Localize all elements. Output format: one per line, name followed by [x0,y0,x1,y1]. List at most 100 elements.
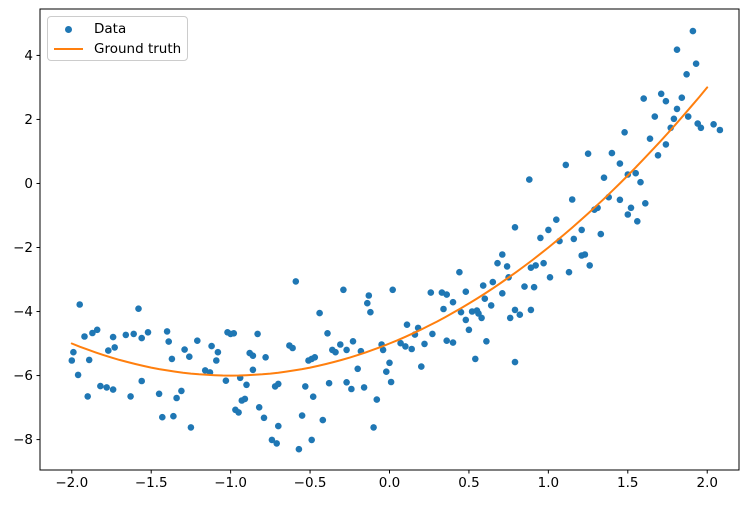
data-point [354,365,362,373]
data-point [93,326,101,334]
data-point [159,413,166,421]
data-point [457,308,465,316]
data-point [537,234,544,242]
data-point [662,141,670,148]
data-point [337,341,344,348]
data-point [155,390,163,398]
data-point [178,387,185,395]
data-point [546,274,554,281]
ground-truth-curve [70,86,709,377]
data-point [309,393,317,401]
y-tick-label: 0 [24,176,33,192]
data-point [241,395,249,403]
data-point [616,196,624,204]
data-point [170,412,177,420]
data-point [186,353,193,361]
data-point [584,150,592,157]
data-point [262,354,269,361]
data-point [640,95,647,102]
data-point [642,200,649,207]
x-tick-label: 2.0 [696,475,717,491]
data-point [84,393,91,400]
data-point [389,286,397,294]
data-point [689,27,697,35]
data-point [70,348,77,356]
data-point [340,286,347,294]
data-point [516,311,524,319]
y-tick-label: −6 [13,368,33,384]
data-point [168,355,176,363]
data-point [608,149,616,157]
data-point [600,174,608,181]
data-point [81,333,88,340]
data-point [165,338,172,345]
legend-entry-ground-truth: Ground truth [48,39,187,59]
axes-border [39,8,740,471]
data-point [181,346,188,353]
data-point [462,288,470,296]
x-tick-label: 1.0 [538,475,559,491]
data-point [292,278,300,285]
data-point [144,329,152,336]
data-point [511,358,519,366]
data-point [465,326,473,334]
data-point [627,204,635,212]
data-point [316,309,323,317]
scatter-marker-icon [65,25,72,33]
data-point [379,346,387,354]
data-point [249,366,257,374]
data-point [275,380,282,388]
data-point [624,211,632,218]
data-point [273,440,281,447]
data-point [421,340,428,348]
data-point [678,94,686,101]
data-point [343,379,350,386]
data-point [311,354,319,361]
data-point [127,393,134,400]
data-point [673,46,681,53]
data-point [275,422,282,430]
data-point [697,124,705,132]
data-point [530,283,538,291]
data-point [479,282,487,289]
data-point [673,105,681,113]
data-point [586,262,593,269]
data-point [621,129,628,136]
data-point [109,386,117,393]
y-tick-label: 2 [24,112,33,128]
data-point [565,268,573,276]
data-point [449,298,457,306]
data-point [540,259,547,267]
data-point [440,305,447,313]
legend-entry-data: Data [48,19,187,39]
data-point [343,346,350,354]
data-point [138,334,145,342]
data-point [418,363,425,370]
data-point [578,226,585,234]
data-point [68,357,76,364]
data-point [692,60,700,67]
legend-label-ground-truth: Ground truth [94,41,182,57]
data-point [511,224,519,231]
data-point [324,330,331,337]
data-point [651,113,659,120]
data-point [494,259,501,267]
data-point [302,383,309,390]
data-point [462,316,470,324]
x-tick-label: −1.0 [214,475,247,491]
data-point [570,235,578,243]
data-point [103,384,110,391]
data-point [506,314,514,322]
data-point [97,382,104,390]
data-point [89,329,96,337]
data-point [235,409,242,416]
data-point [562,161,570,169]
data-point [386,359,393,367]
data-point [255,404,263,411]
legend-handle [54,25,83,33]
data-point [222,377,230,385]
data-point [208,342,215,350]
data-point [122,331,130,339]
data-point [478,314,485,322]
